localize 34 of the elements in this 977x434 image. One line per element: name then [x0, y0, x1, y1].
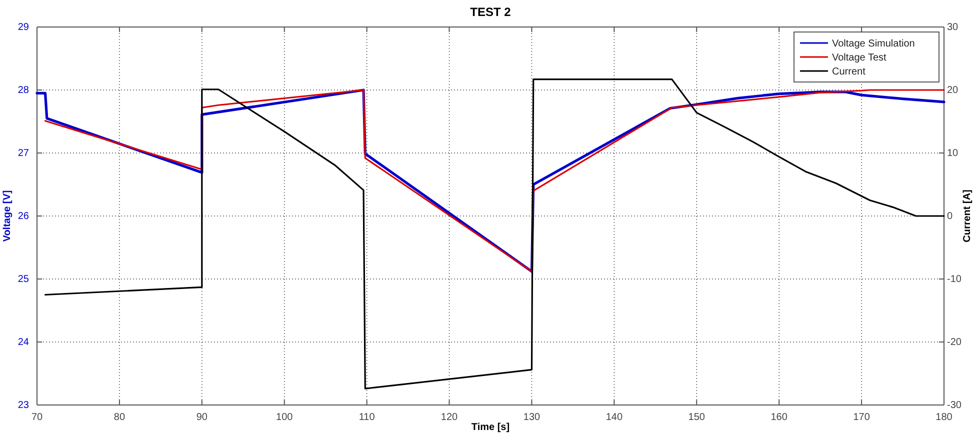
y-tick-label: 23	[18, 400, 30, 412]
y2-tick-label: -30	[947, 400, 962, 412]
y2-tick-label: 30	[947, 22, 959, 34]
legend-label: Current	[832, 66, 866, 78]
x-tick-label: 80	[114, 412, 126, 424]
y2-tick-label: 0	[947, 211, 953, 222]
x-tick-label: 70	[31, 412, 43, 424]
y-axis-title: Voltage [V]	[2, 190, 13, 242]
x-tick-label: 150	[688, 412, 706, 424]
x-tick-label: 170	[853, 412, 870, 424]
y-tick-label: 29	[18, 22, 30, 34]
y-tick-label: 26	[18, 211, 30, 222]
chart-title: TEST 2	[470, 5, 512, 19]
y-tick-label: 25	[18, 274, 30, 286]
y2-axis-title: Current [A]	[962, 190, 973, 242]
y2-tick-label: 20	[947, 85, 959, 96]
legend-label: Voltage Simulation	[832, 38, 915, 50]
y-tick-label: 28	[18, 85, 30, 96]
x-axis-title: Time [s]	[471, 422, 510, 433]
x-tick-label: 130	[523, 412, 541, 424]
x-tick-label: 100	[276, 412, 294, 424]
x-tick-label: 110	[358, 412, 376, 424]
legend-label: Voltage Test	[832, 52, 887, 64]
y-tick-label: 27	[18, 148, 30, 160]
y2-tick-label: -10	[947, 274, 962, 286]
x-tick-label: 180	[936, 412, 953, 424]
y2-tick-label: -20	[947, 337, 962, 348]
line-series	[44, 78, 945, 390]
x-tick-label: 90	[196, 412, 208, 424]
y-tick-label: 24	[18, 337, 30, 348]
x-tick-label: 120	[440, 412, 458, 424]
y2-tick-label: 10	[947, 148, 959, 160]
x-tick-label: 160	[770, 412, 788, 424]
x-tick-label: 140	[606, 412, 623, 424]
